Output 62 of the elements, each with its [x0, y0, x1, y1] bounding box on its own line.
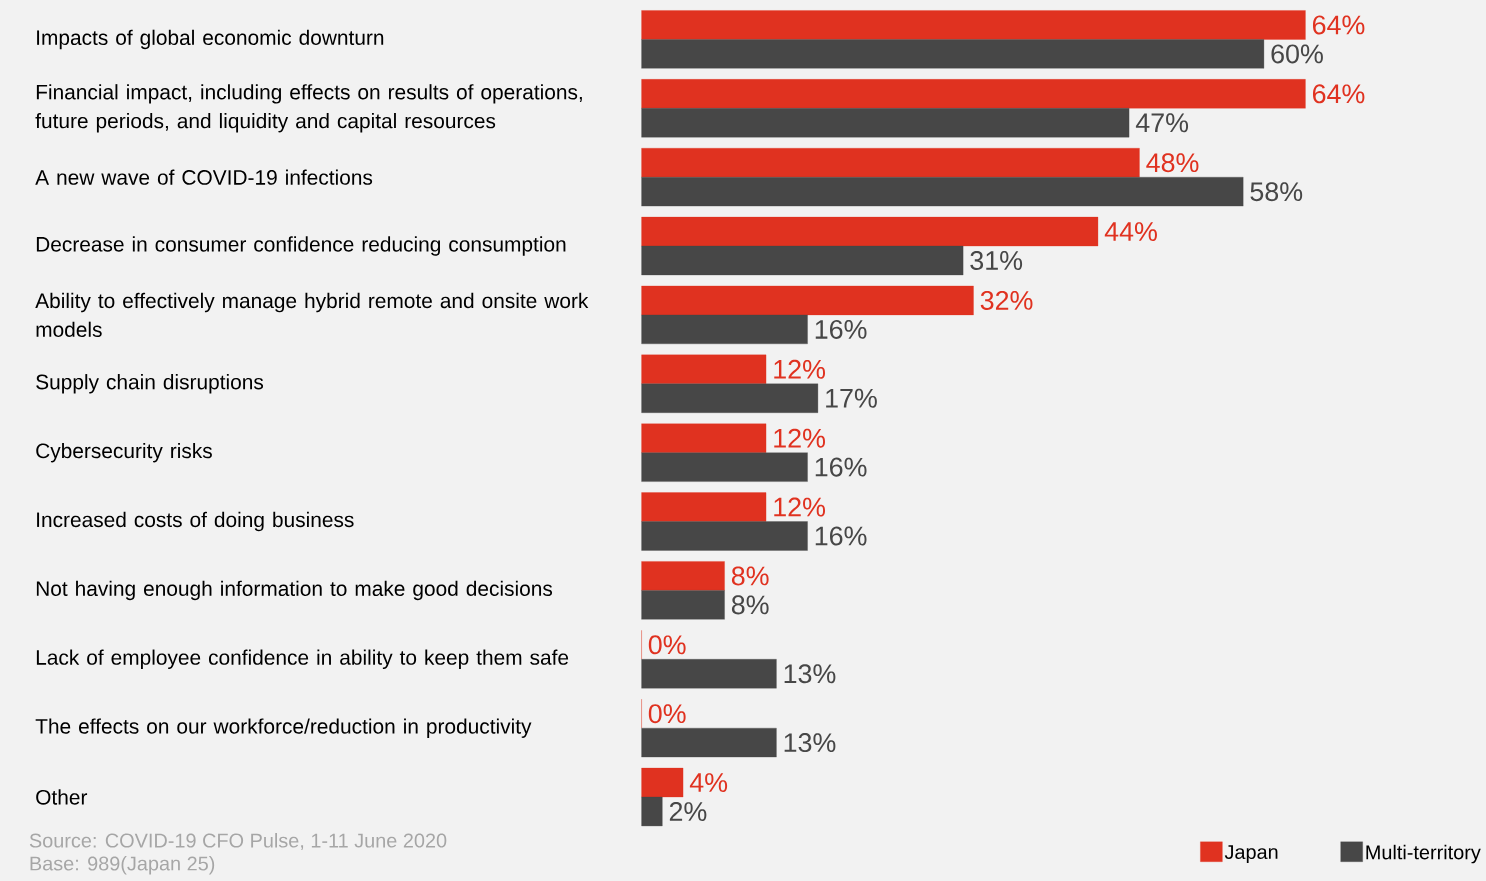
data-label: 47%	[1135, 113, 1189, 132]
y-tick-label: Supply chain disruptions	[36, 373, 264, 394]
data-label: 16%	[815, 319, 867, 339]
legend-label: Japan	[1224, 845, 1278, 863]
bar	[641, 314, 808, 344]
bar	[641, 423, 767, 453]
data-label: 17%	[826, 388, 877, 408]
data-label: 12%	[774, 497, 826, 517]
y-tick-label: Ability to effectively manage hybrid remote and onsite work models	[35, 292, 589, 337]
data-label: 44%	[1104, 221, 1157, 241]
bar	[641, 354, 767, 384]
source-note: Source: COVID-19 CFO Pulse, 1-11 June 2020	[29, 832, 447, 850]
data-label: 8%	[731, 566, 769, 586]
y-tick-label: A new wave of COVID-19 infections	[35, 169, 373, 185]
data-label: 0%	[648, 703, 686, 723]
bar	[641, 796, 663, 826]
data-label: 64%	[1312, 15, 1365, 35]
bar	[641, 285, 974, 315]
y-tick-label: Lack of employee confidence in ability to keep them safe	[36, 649, 569, 669]
data-label: 12%	[774, 428, 826, 448]
data-label: 31%	[970, 250, 1023, 270]
bar	[641, 147, 1140, 178]
y-tick-label: Decrease in consumer confidence reducing consumption	[36, 236, 566, 256]
legend-label: Multi-territory	[1366, 844, 1481, 864]
bar	[641, 727, 777, 758]
data-label: 58%	[1250, 181, 1303, 201]
y-tick-label: The effects on our workforce/reduction in productivity	[35, 718, 532, 738]
bar	[641, 107, 1130, 138]
data-label: 8%	[731, 595, 769, 615]
bar	[641, 383, 819, 413]
bar	[641, 10, 1306, 40]
bar	[641, 39, 1265, 69]
bar	[641, 79, 1306, 109]
bar	[641, 176, 1244, 207]
y-tick-label: Impacts of global economic downturn	[37, 29, 384, 49]
y-tick-label: Cybersecurity risks	[36, 442, 212, 463]
data-label: 32%	[980, 290, 1033, 310]
bar	[641, 521, 808, 551]
data-label: 60%	[1271, 44, 1323, 64]
y-tick-label: Increased costs of doing business	[37, 511, 354, 532]
data-label: 16%	[815, 457, 867, 477]
y-tick-label: Other	[36, 789, 88, 805]
bar	[641, 452, 808, 482]
data-label: 2%	[669, 801, 707, 821]
text: Base: 989(Japan 25)	[30, 855, 215, 875]
bar	[641, 590, 725, 620]
bar	[641, 658, 777, 689]
bar	[641, 767, 684, 797]
bar	[641, 492, 767, 522]
bar	[641, 245, 964, 275]
data-label: 0%	[648, 635, 686, 655]
data-label: 16%	[815, 526, 867, 546]
y-tick-label: Financial impact, including effects on results of operations, future periods, and liquidity and capital resources	[35, 83, 582, 133]
data-label: 13%	[784, 664, 836, 684]
bar	[641, 216, 1099, 247]
data-label: 12%	[774, 359, 826, 379]
bar	[641, 561, 725, 591]
data-label: 13%	[784, 732, 836, 752]
data-label: 64%	[1312, 84, 1365, 104]
data-label: 48%	[1146, 153, 1199, 173]
data-label: 4%	[689, 772, 728, 792]
y-tick-label: Not having enough information to make good decisions	[36, 580, 553, 600]
